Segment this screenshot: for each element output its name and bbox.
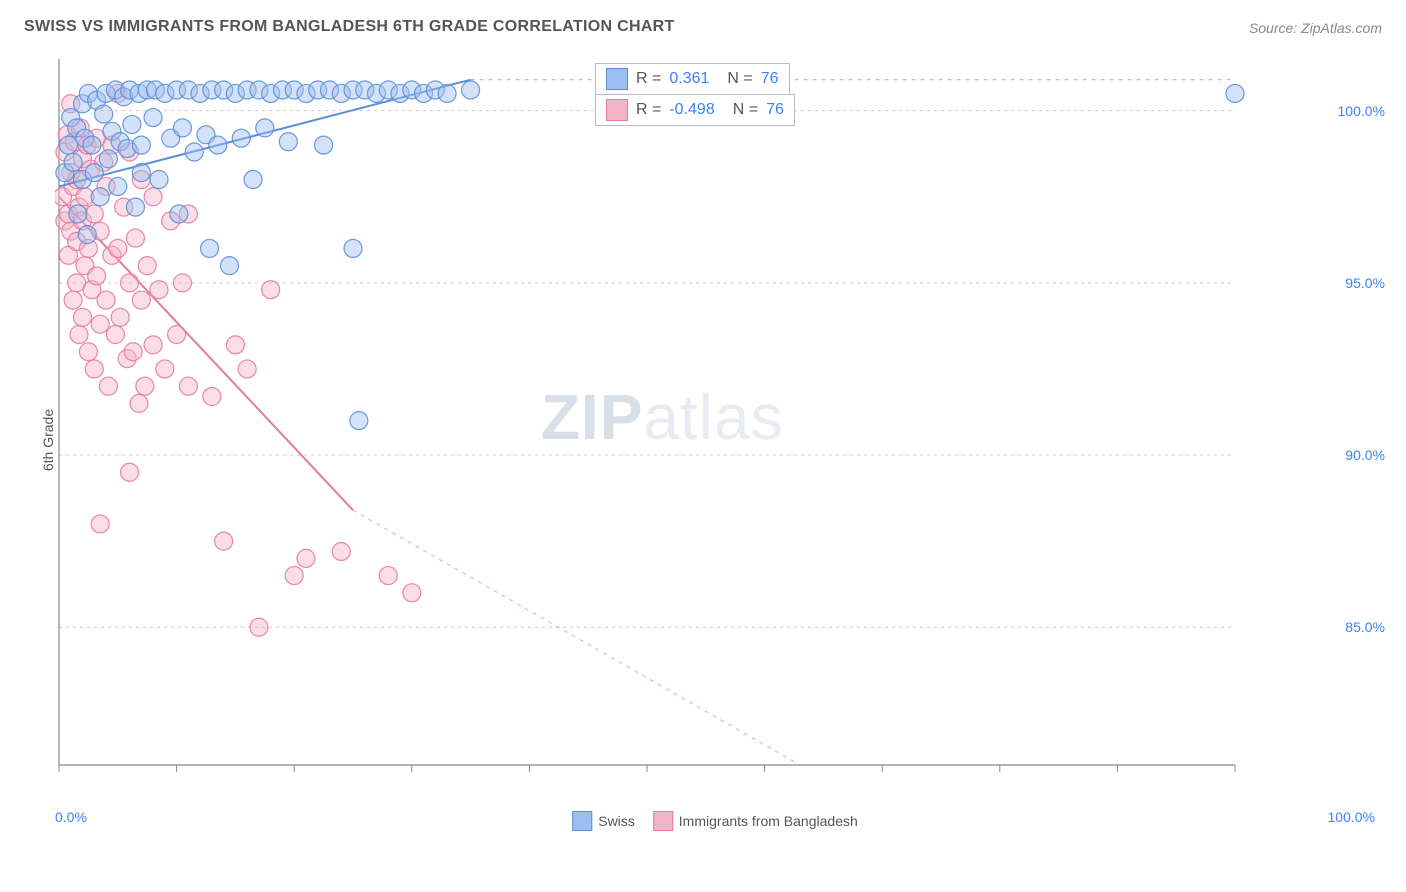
stats-n-value: 76 — [766, 101, 784, 119]
stats-r-label: R = — [636, 101, 661, 119]
stats-swatch — [606, 68, 628, 90]
legend-swatch-bangladesh — [653, 811, 673, 831]
legend: Swiss Immigrants from Bangladesh — [572, 811, 858, 831]
y-tick-label: 90.0% — [1345, 447, 1385, 463]
x-axis-max-label: 100.0% — [1328, 809, 1375, 825]
correlation-stats-row: R = -0.498 N = 76 — [595, 94, 795, 126]
x-axis-min-label: 0.0% — [55, 809, 87, 825]
chart-area: 6th Grade ZIPatlas 100.0%95.0%90.0%85.0%… — [55, 55, 1375, 825]
legend-label-bangladesh: Immigrants from Bangladesh — [679, 813, 858, 829]
y-tick-label: 85.0% — [1345, 619, 1385, 635]
legend-item-swiss: Swiss — [572, 811, 635, 831]
stats-r-label: R = — [636, 70, 661, 88]
stats-r-value: -0.498 — [669, 101, 714, 119]
y-axis-label: 6th Grade — [40, 409, 56, 471]
y-tick-label: 95.0% — [1345, 275, 1385, 291]
stats-n-label: N = — [727, 70, 752, 88]
watermark: ZIPatlas — [541, 380, 784, 454]
legend-item-bangladesh: Immigrants from Bangladesh — [653, 811, 858, 831]
stats-swatch — [606, 99, 628, 121]
stats-r-value: 0.361 — [669, 70, 709, 88]
chart-title: SWISS VS IMMIGRANTS FROM BANGLADESH 6TH … — [24, 18, 675, 35]
legend-swatch-swiss — [572, 811, 592, 831]
y-tick-label: 100.0% — [1338, 103, 1385, 119]
source-label: Source: ZipAtlas.com — [1249, 20, 1382, 36]
stats-n-value: 76 — [761, 70, 779, 88]
stats-n-label: N = — [733, 101, 758, 119]
correlation-stats-row: R = 0.361 N = 76 — [595, 63, 790, 95]
legend-label-swiss: Swiss — [598, 813, 635, 829]
